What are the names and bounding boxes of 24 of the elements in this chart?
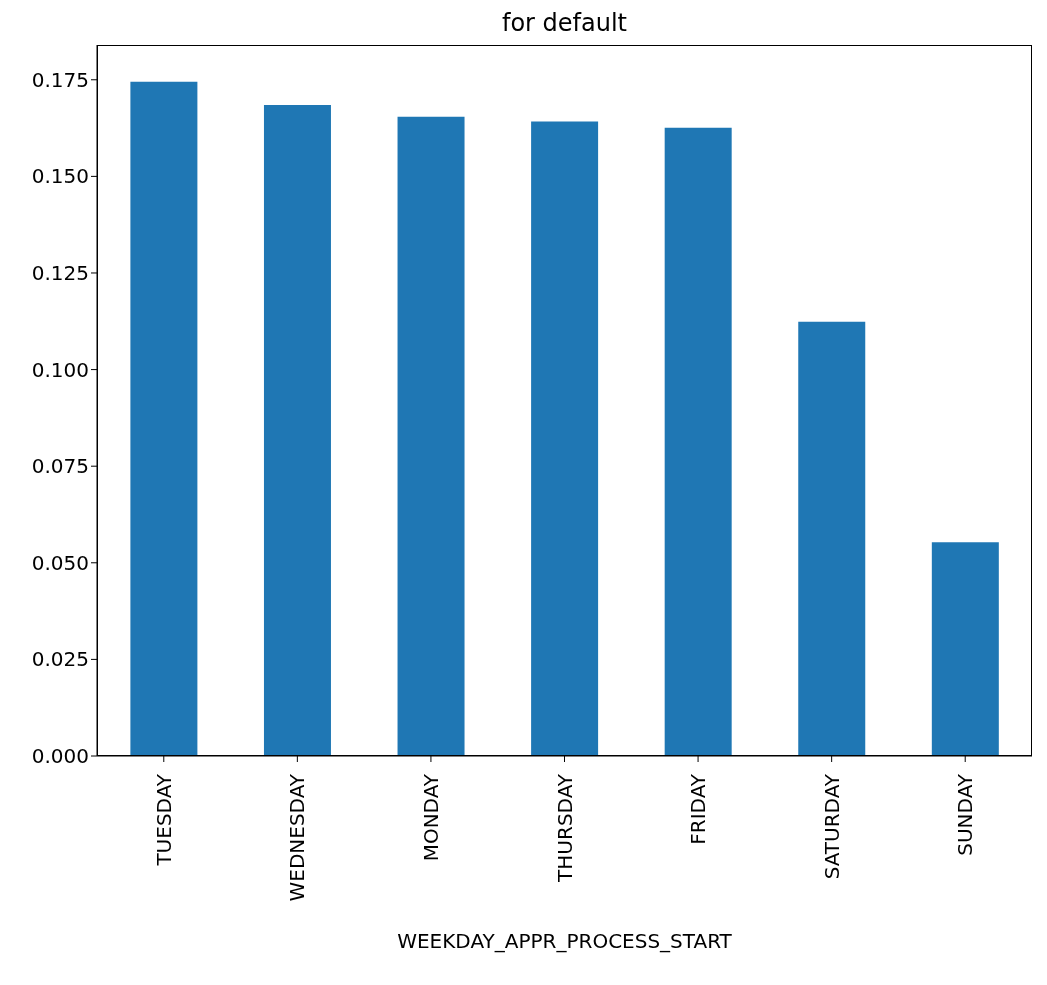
y-tick-label: 0.050 xyxy=(31,550,89,575)
x-tick-label: THURSDAY xyxy=(552,773,577,883)
bar xyxy=(664,127,732,756)
bar xyxy=(531,121,599,756)
y-tick-label: 0.125 xyxy=(31,261,89,286)
x-tick-label: SATURDAY xyxy=(819,773,844,880)
y-tick-label: 0.025 xyxy=(31,647,89,672)
x-tick-label: MONDAY xyxy=(418,773,443,862)
y-tick-label: 0.175 xyxy=(31,67,89,92)
x-tick-label: FRIDAY xyxy=(686,773,711,845)
x-tick-label: SUNDAY xyxy=(953,773,978,856)
x-tick-label: WEDNESDAY xyxy=(285,773,310,902)
y-tick-label: 0.150 xyxy=(31,164,89,189)
bar xyxy=(130,81,198,756)
y-tick-label: 0.000 xyxy=(31,744,89,769)
y-tick-label: 0.075 xyxy=(31,454,89,479)
bar xyxy=(931,542,999,756)
chart-title: for default xyxy=(500,8,629,38)
y-tick-label: 0.100 xyxy=(31,357,89,382)
x-tick-label: TUESDAY xyxy=(151,773,176,867)
bar xyxy=(798,321,866,756)
x-axis-title: WEEKDAY_APPR_PROCESS_START xyxy=(397,929,733,953)
bar xyxy=(263,104,331,756)
bar xyxy=(397,116,465,756)
